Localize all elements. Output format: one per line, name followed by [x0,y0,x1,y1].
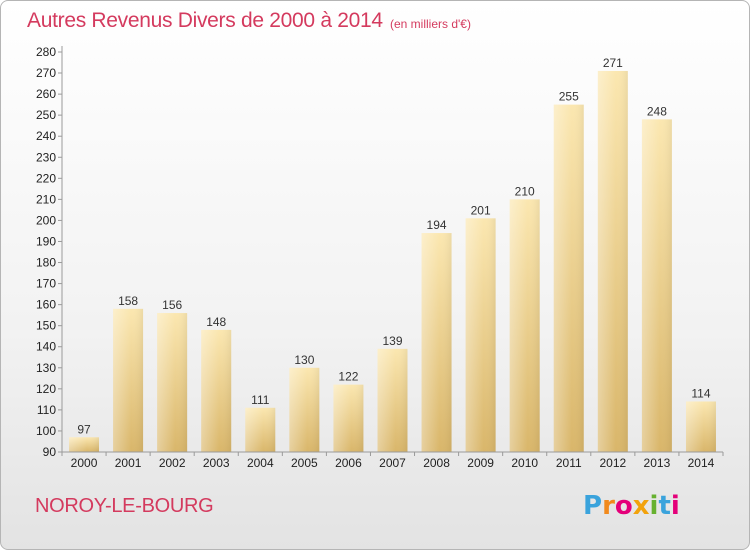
data-label: 271 [603,56,623,70]
page-title: Autres Revenus Divers de 2000 à 2014 [27,9,383,32]
logo-letter: r [602,491,615,521]
bar-shade [509,199,540,452]
y-tick-label: 230 [36,150,56,164]
y-tick-label: 170 [36,277,56,291]
y-tick-label: 260 [36,87,56,101]
x-tick-label: 2004 [247,456,274,470]
data-label: 114 [691,386,710,400]
y-tick-label: 220 [36,171,56,185]
data-label: 158 [118,294,138,308]
data-label: 148 [206,315,226,329]
bar-shade [69,437,100,452]
x-tick-label: 2010 [511,456,538,470]
proxiti-logo: Proxiti [583,491,680,521]
x-tick-label: 2008 [423,456,450,470]
y-tick-label: 100 [36,424,56,438]
bar-shade [289,367,320,452]
y-tick-label: 110 [37,403,56,417]
data-label: 122 [338,370,358,384]
data-label: 156 [162,298,182,312]
data-label: 201 [471,203,491,217]
y-tick-label: 250 [36,108,56,122]
y-tick-label: 280 [36,45,56,59]
data-label: 255 [559,90,579,104]
bar-shade [421,233,452,452]
x-tick-label: 2011 [556,456,582,470]
data-label: 139 [382,334,402,348]
logo-letter: P [583,491,603,521]
bar-shade [685,401,716,452]
logo-letter: t [658,491,671,521]
bar-shade [465,218,496,452]
bar-shade [597,70,628,453]
data-label: 194 [427,218,447,232]
logo-letter: o [614,491,633,521]
x-tick-label: 2003 [203,456,230,470]
data-label: 130 [294,353,314,367]
data-label: 97 [77,422,91,436]
logo-letter: x [632,491,650,521]
bar-shade [245,407,276,452]
data-label: 111 [251,393,270,407]
x-tick-label: 2001 [115,456,142,470]
data-label: 248 [647,104,667,118]
x-tick-label: 2012 [599,456,626,470]
bar-shade [641,119,672,453]
logo-letter: i [670,491,680,521]
y-tick-label: 210 [36,192,56,206]
x-tick-label: 2006 [335,456,362,470]
bar-shade [157,313,188,452]
bar-shade [201,329,232,452]
bar-shade [113,308,144,452]
y-tick-label: 190 [36,234,56,248]
x-tick-label: 2000 [71,456,98,470]
x-tick-label: 2007 [379,456,406,470]
x-tick-label: 2014 [688,456,715,470]
y-tick-label: 270 [36,66,56,80]
x-tick-label: 2005 [291,456,318,470]
x-tick-label: 2002 [159,456,186,470]
x-tick-label: 2013 [644,456,671,470]
bar-shade [553,104,584,452]
y-tick-label: 200 [36,213,56,227]
y-tick-label: 140 [36,340,56,354]
y-tick-label: 240 [36,129,56,143]
x-tick-label: 2009 [467,456,494,470]
logo-letter: i [649,491,659,521]
data-label: 210 [515,184,535,198]
y-tick-label: 150 [36,319,56,333]
y-tick-label: 90 [43,445,57,459]
y-tick-label: 120 [36,382,56,396]
bar-shade [377,348,408,452]
y-tick-label: 130 [36,361,56,375]
y-tick-label: 180 [36,256,56,270]
y-tick-label: 160 [36,298,56,312]
town-name: NOROY-LE-BOURG [35,495,214,517]
chart-subtitle: (en milliers d'€) [390,17,471,31]
bar-shade [333,384,364,452]
